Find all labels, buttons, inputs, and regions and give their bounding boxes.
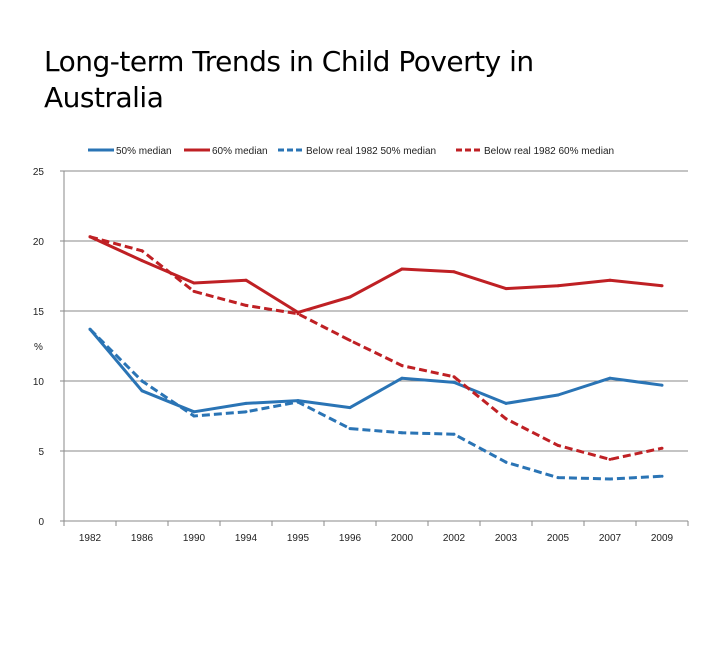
data-point [504,287,508,291]
series-line-2 [89,235,663,314]
data-point [608,278,612,282]
x-tick-label: 1982 [79,533,102,544]
x-tick-labels: 1982 1986 1990 1994 1995 1996 2000 2002 2003 2005… [79,533,674,544]
x-tick-label: 2009 [651,533,674,544]
y-tick-labels: 0 5 10 15 20 25 [33,167,45,528]
data-point [400,376,404,380]
data-point [140,379,144,383]
data-point [244,410,248,414]
axes [60,170,689,526]
legend-label: Below real 1982 50% median [306,146,436,157]
data-point [660,383,664,387]
data-point [504,460,508,464]
data-point [452,270,456,274]
data-point [608,376,612,380]
y-tick-label: 5 [38,447,44,458]
x-tick-label: 1996 [339,533,362,544]
data-point [556,393,560,397]
data-point [244,401,248,405]
y-tick-label: 0 [38,517,44,528]
x-tick-label: 2002 [443,533,466,544]
y-tick-label: 15 [33,307,45,318]
legend: 50% median 60% median Below real 1982 50% … [88,146,614,157]
data-point [296,400,300,404]
data-point [244,303,248,307]
data-point [452,375,456,379]
series-line-1 [88,328,663,414]
data-point [244,278,248,282]
x-tick-label: 1994 [235,533,258,544]
data-point [556,443,560,447]
chart-title-line-1: Long-term Trends in Child Poverty in [44,45,534,78]
data-point [348,338,352,342]
chart-title-line-2: Australia [44,81,164,114]
series-lines [88,235,664,481]
data-point [504,417,508,421]
series-line-3 [88,328,663,481]
data-point [140,259,144,263]
data-point [556,284,560,288]
data-point [608,457,612,461]
data-point [660,474,664,478]
data-point [348,427,352,431]
data-point [140,389,144,393]
gridlines [64,170,688,452]
data-point [452,432,456,436]
data-point [348,406,352,410]
x-tick-label: 1995 [287,533,310,544]
data-point [348,295,352,299]
legend-label: 60% median [212,146,268,157]
data-point [660,446,664,450]
data-point [192,289,196,293]
data-point [140,249,144,253]
data-point [192,414,196,418]
x-tick-label: 1990 [183,533,206,544]
data-point [504,401,508,405]
data-point [296,312,300,316]
x-tick-label: 2003 [495,533,518,544]
x-tick-label: 2005 [547,533,570,544]
data-point [608,477,612,481]
data-point [400,364,404,368]
x-tick-label: 2000 [391,533,414,544]
data-point [400,267,404,271]
legend-label: 50% median [116,146,172,157]
chart-title: Long-term Trends in Child Poverty in Aus… [44,44,604,116]
data-point [192,410,196,414]
data-point [192,281,196,285]
data-point [660,284,664,288]
y-axis-label: % [34,342,43,353]
legend-label: Below real 1982 60% median [484,146,614,157]
x-tick-label: 2007 [599,533,622,544]
data-point [556,476,560,480]
y-tick-label: 10 [33,377,45,388]
data-point [88,327,92,331]
y-tick-label: 20 [33,237,45,248]
series-line-4 [89,235,663,461]
data-point [88,235,92,239]
data-point [400,431,404,435]
y-tick-label: 25 [33,167,45,178]
data-point [452,380,456,384]
x-tick-label: 1986 [131,533,154,544]
